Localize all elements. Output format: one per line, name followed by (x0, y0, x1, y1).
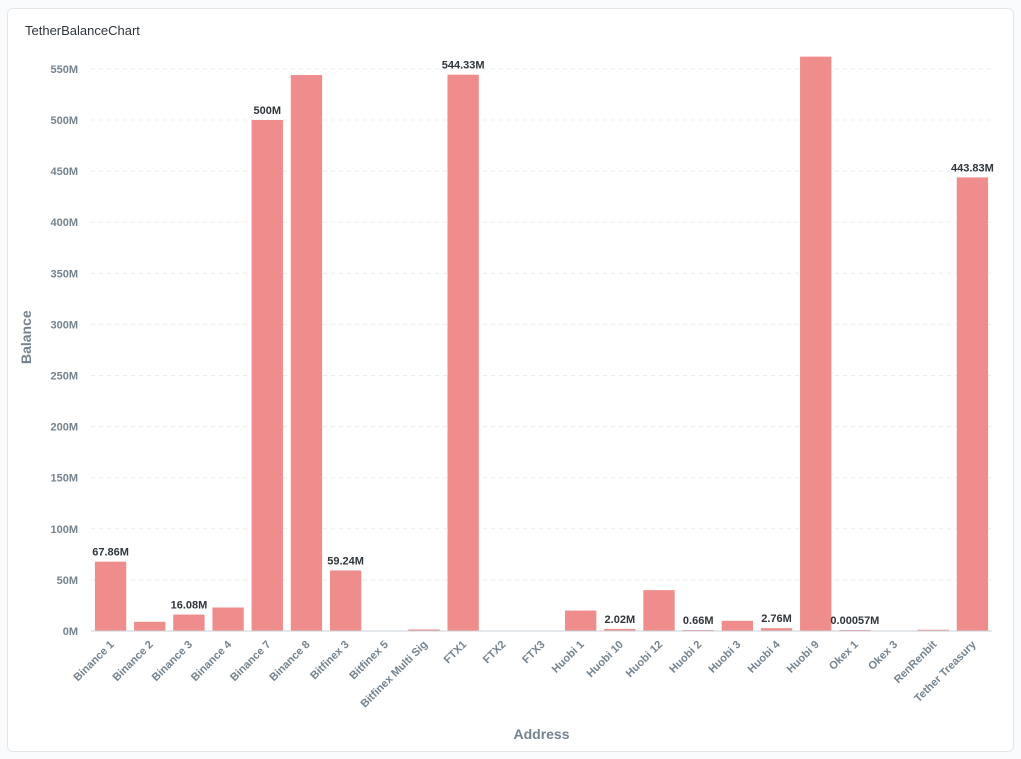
y-tick-label: 150M (50, 473, 78, 485)
x-tick-label: FTX1 (442, 639, 470, 667)
x-tick-label: Binance 8 (267, 639, 312, 684)
bar[interactable] (721, 620, 754, 631)
bar[interactable] (408, 629, 440, 631)
y-tick-label: 200M (50, 422, 78, 434)
y-tick-label: 500M (50, 115, 78, 127)
x-tick-label: Bitfinex Multi Sig (359, 639, 431, 711)
x-tick-label: Okex 1 (827, 639, 861, 673)
data-label: 59.24M (327, 555, 364, 567)
x-tick-label: Bitfinex 3 (308, 639, 351, 682)
bar[interactable] (447, 74, 479, 631)
bar[interactable] (134, 621, 166, 631)
x-tick-label: Okex 3 (866, 639, 900, 673)
x-tick-label: Huobi 1 (550, 639, 587, 676)
data-label: 0.66M (683, 615, 714, 627)
x-tick-label: Huobi 3 (706, 639, 743, 676)
data-label: 500M (254, 105, 282, 117)
x-tick-label: Huobi 12 (624, 639, 665, 680)
x-tick-label: FTX2 (481, 639, 509, 667)
data-label: 16.08M (171, 600, 208, 612)
bar[interactable] (212, 607, 244, 631)
y-tick-label: 0M (63, 626, 78, 638)
y-tick-label: 400M (50, 217, 78, 229)
y-tick-label: 450M (50, 166, 78, 178)
data-label: 2.76M (761, 613, 792, 625)
y-axis-ticks: 0M 50M 100M 150M 200M 250M 300M 350M 400M 450M 500… (50, 64, 78, 638)
x-tick-label: Binance 4 (189, 638, 235, 684)
x-tick-label: Huobi 2 (667, 639, 704, 676)
data-label: 67.86M (92, 547, 129, 559)
y-tick-label: 100M (50, 524, 78, 536)
y-tick-label: 250M (50, 371, 78, 383)
bar[interactable] (604, 628, 636, 631)
y-axis-title: Balance (18, 310, 34, 364)
data-labels: 67.86M 16.08M 500M 59.24M 544.33M 2.02M 0.66M 2… (92, 60, 994, 627)
bar[interactable] (173, 614, 205, 631)
bar[interactable] (800, 56, 832, 632)
y-tick-label: 350M (50, 268, 78, 280)
x-tick-label: Binance 3 (150, 639, 195, 684)
x-tick-label: Binance 1 (71, 639, 116, 684)
bar[interactable] (565, 610, 597, 631)
x-tick-label: Huobi 4 (746, 638, 784, 676)
data-label: 544.33M (442, 60, 485, 72)
bar[interactable] (760, 628, 793, 631)
data-label: 443.83M (951, 162, 994, 174)
y-tick-label: 550M (50, 64, 78, 76)
bar[interactable] (917, 629, 949, 631)
bar[interactable] (643, 590, 675, 631)
x-tick-label: FTX3 (520, 639, 548, 667)
bar[interactable] (94, 561, 127, 631)
bar[interactable] (956, 177, 989, 631)
x-tick-label: Huobi 10 (585, 639, 626, 680)
x-tick-label: Binance 7 (228, 639, 273, 684)
card-title: TetherBalanceChart (25, 23, 140, 38)
data-label: 0.00057M (830, 615, 879, 627)
y-tick-label: 300M (50, 319, 78, 331)
bars (94, 56, 989, 632)
x-tick-label: Binance 2 (111, 639, 156, 684)
x-tick-label: Huobi 9 (785, 639, 822, 676)
data-label: 2.02M (605, 614, 636, 626)
x-axis-title: Address (513, 726, 569, 742)
bar[interactable] (251, 120, 283, 631)
bar[interactable] (290, 75, 323, 632)
y-tick-label: 50M (57, 575, 78, 587)
grid-lines (91, 68, 992, 581)
bar[interactable] (329, 570, 362, 631)
